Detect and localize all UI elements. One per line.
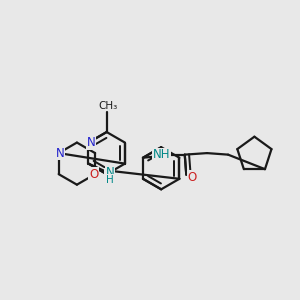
Text: N: N — [104, 169, 113, 182]
Text: N: N — [86, 136, 95, 149]
Text: O: O — [187, 171, 196, 184]
Text: N: N — [56, 147, 64, 160]
Text: CH₃: CH₃ — [98, 101, 117, 111]
Text: N: N — [106, 167, 115, 179]
Text: O: O — [89, 168, 98, 181]
Text: NH: NH — [153, 148, 170, 161]
Text: H: H — [106, 175, 114, 185]
